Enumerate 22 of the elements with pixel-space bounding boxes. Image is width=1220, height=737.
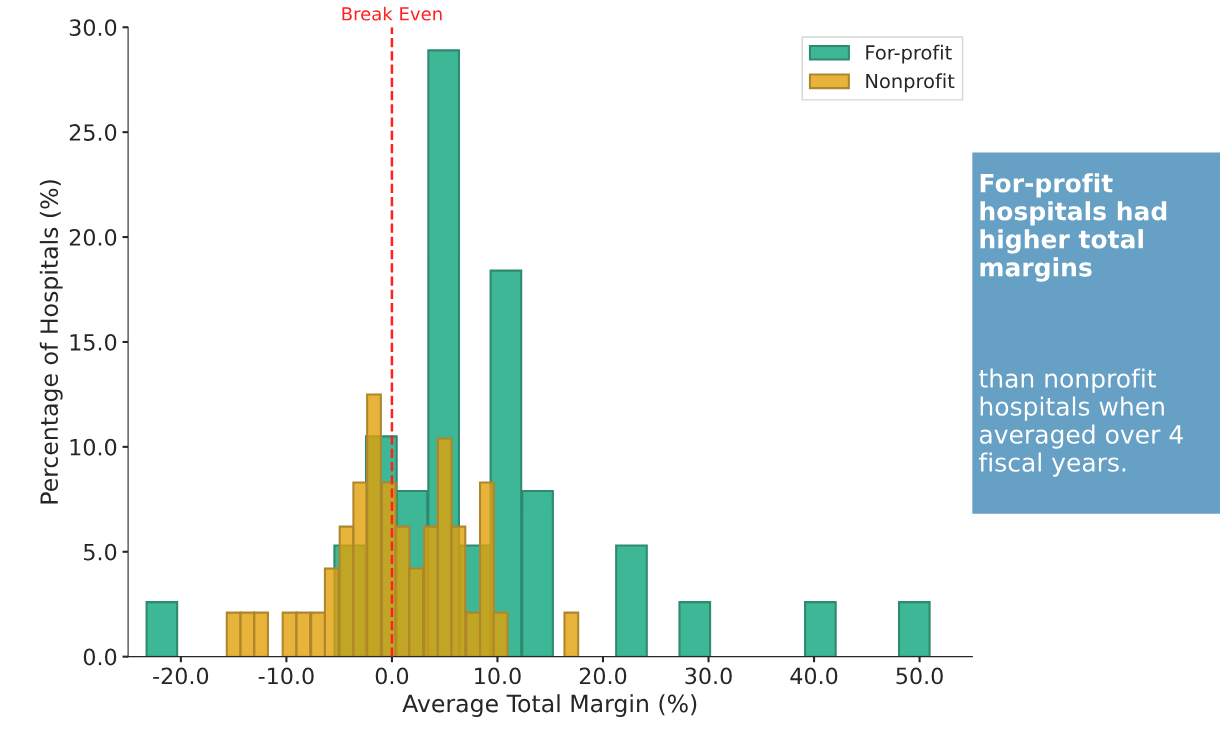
y-tick-label: 10.0 <box>70 438 117 456</box>
y-tick-label: 20.0 <box>69 229 117 246</box>
legend-label: Nonprofit <box>866 73 955 93</box>
y-tick-label: 30.0 <box>69 19 117 37</box>
text: For-profit hospitals had higher total margins <box>980 173 1167 282</box>
x-tick-label: 20.0 <box>579 667 627 685</box>
y-axis-title: Percentage of Hospitals (%) <box>39 180 63 504</box>
y-tick-label: 25.0 <box>69 124 117 141</box>
x-tick-label: 30.0 <box>685 667 732 685</box>
x-tick-label: -10.0 <box>258 667 314 685</box>
x-tick-label: 40.0 <box>790 667 838 685</box>
x-axis-title: Average Total Margin (%) <box>402 694 697 717</box>
x-tick-label: 10.0 <box>475 667 521 685</box>
y-tick-label: 5.0 <box>84 543 117 561</box>
x-tick-label: -20.0 <box>153 667 209 685</box>
y-tick-label: 0.0 <box>83 648 117 666</box>
ref-line-label: Break Even <box>342 6 442 21</box>
x-tick-label: 0.0 <box>375 667 409 685</box>
legend-label: For-profit <box>866 44 952 64</box>
y-tick-label: 15.0 <box>70 333 117 351</box>
x-tick-label: 50.0 <box>896 667 943 685</box>
text: than nonprofit hospitals when averaged over 4 fiscal years. <box>979 368 1183 477</box>
